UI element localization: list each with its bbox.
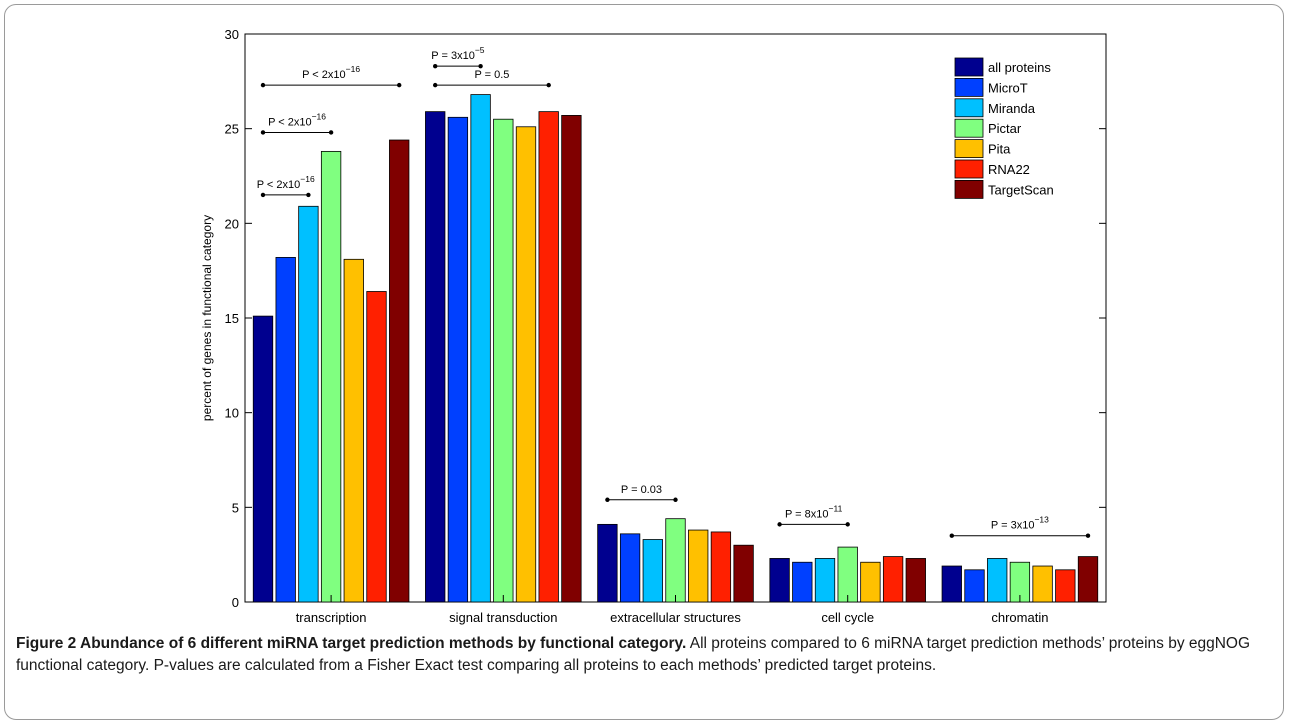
legend-entry: Miranda [988,101,1036,116]
bar [733,544,754,603]
bar [1055,569,1076,603]
y-tick-label: 20 [225,216,239,231]
annotation-endpoint [673,497,678,502]
bar [619,533,641,603]
x-tick-label: cell cycle [821,610,874,625]
legend-swatch [954,57,984,77]
legend-swatch [954,139,984,159]
bar [515,126,537,603]
bar [275,257,296,603]
y-tick-label: 0 [232,595,239,610]
bar [425,111,446,603]
bar [665,518,686,603]
bar [860,561,881,603]
annotation-endpoint [433,63,438,69]
bar [447,116,469,603]
annotation-endpoint [478,63,483,69]
bar [769,558,790,603]
bar-chart: 0 5 10 15 20 25 30 transcription signal transdu… [200,27,1107,625]
annotation-label: P = 0.5 [474,69,509,81]
annotation-endpoint [328,130,334,135]
x-axis: transcription signal transduction extracel… [296,595,1048,625]
legend-swatch [954,98,984,118]
x-tick-label: signal transduction [449,610,557,625]
annotation-label: P < 2x10−16 [302,64,360,81]
annotation-endpoint [777,522,782,527]
legend: all proteins MicroT Miranda Pictar Pita RNA22… [951,52,1091,207]
annotation-label: P = 8x10−11 [785,503,843,520]
significance-annotations: P < 2x10−16 P < 2x10−16 P < 2x10−16 P = 3x1… [257,45,1091,538]
figure-caption: Figure 2 Abundance of 6 different miRNA … [16,633,1266,677]
bar [1077,556,1099,603]
bar [366,291,387,603]
annotation-endpoint [949,533,954,538]
bar [814,558,836,603]
annotation-endpoint [433,82,438,88]
bar [561,115,582,603]
legend-entry: RNA22 [988,162,1030,177]
legend-entry: MicroT [988,80,1028,95]
annotation-endpoint [306,192,311,198]
x-tick-label: extracellular structures [610,610,741,625]
bar [1032,565,1053,603]
bar [343,258,364,603]
bar [688,529,709,603]
bar [493,118,514,603]
bar [837,546,858,603]
annotation-endpoint [397,82,402,88]
legend-entry: all proteins [988,60,1051,75]
bar [792,561,813,603]
annotation-label: P < 2x10−16 [268,111,326,128]
y-axis: 0 5 10 15 20 25 30 [225,27,1106,610]
y-tick-label: 25 [225,122,239,137]
annotation-endpoint [260,130,266,135]
bar [987,558,1008,603]
bar [470,94,491,603]
bar [597,523,618,603]
annotation-label: P = 3x10−13 [991,515,1049,532]
x-tick-label: transcription [296,610,367,625]
bar [389,139,410,603]
annotation-endpoint [546,82,551,88]
legend-entry: TargetScan [988,182,1054,197]
y-tick-label: 5 [232,500,239,515]
annotation-endpoint [1085,533,1091,538]
y-axis-label: percent of genes in functional category [200,215,214,421]
bar [941,565,962,603]
caption-body: All proteins compared to 6 miRNA target … [16,635,1251,674]
annotation-label: P = 0.03 [621,484,662,496]
annotation-endpoint [605,497,610,502]
legend-swatch [954,78,984,97]
legend-swatch [954,159,984,179]
annotation-endpoint [260,82,266,88]
bar [964,569,985,603]
bar [298,205,319,603]
x-tick-label: chromatin [991,610,1048,625]
legend-entry: Pictar [988,121,1022,136]
legend-entry: Pita [988,142,1011,157]
y-tick-label: 30 [225,27,239,42]
bar [320,150,342,603]
annotation-label: P < 2x10−16 [257,174,315,191]
annotation-label: P = 3x10−5 [431,45,484,62]
bar [538,111,559,603]
bar [710,531,732,603]
annotation-endpoint [845,522,850,527]
bar-group [252,94,1099,603]
bar [905,558,926,603]
caption-title: Figure 2 Abundance of 6 different miRNA … [16,635,687,652]
bar [252,315,274,603]
legend-swatch [954,179,984,199]
bar [642,539,663,603]
annotation-endpoint [260,192,266,198]
legend-swatch [954,118,984,138]
y-tick-label: 10 [225,406,239,421]
bar [882,556,904,603]
y-tick-label: 15 [225,311,239,326]
